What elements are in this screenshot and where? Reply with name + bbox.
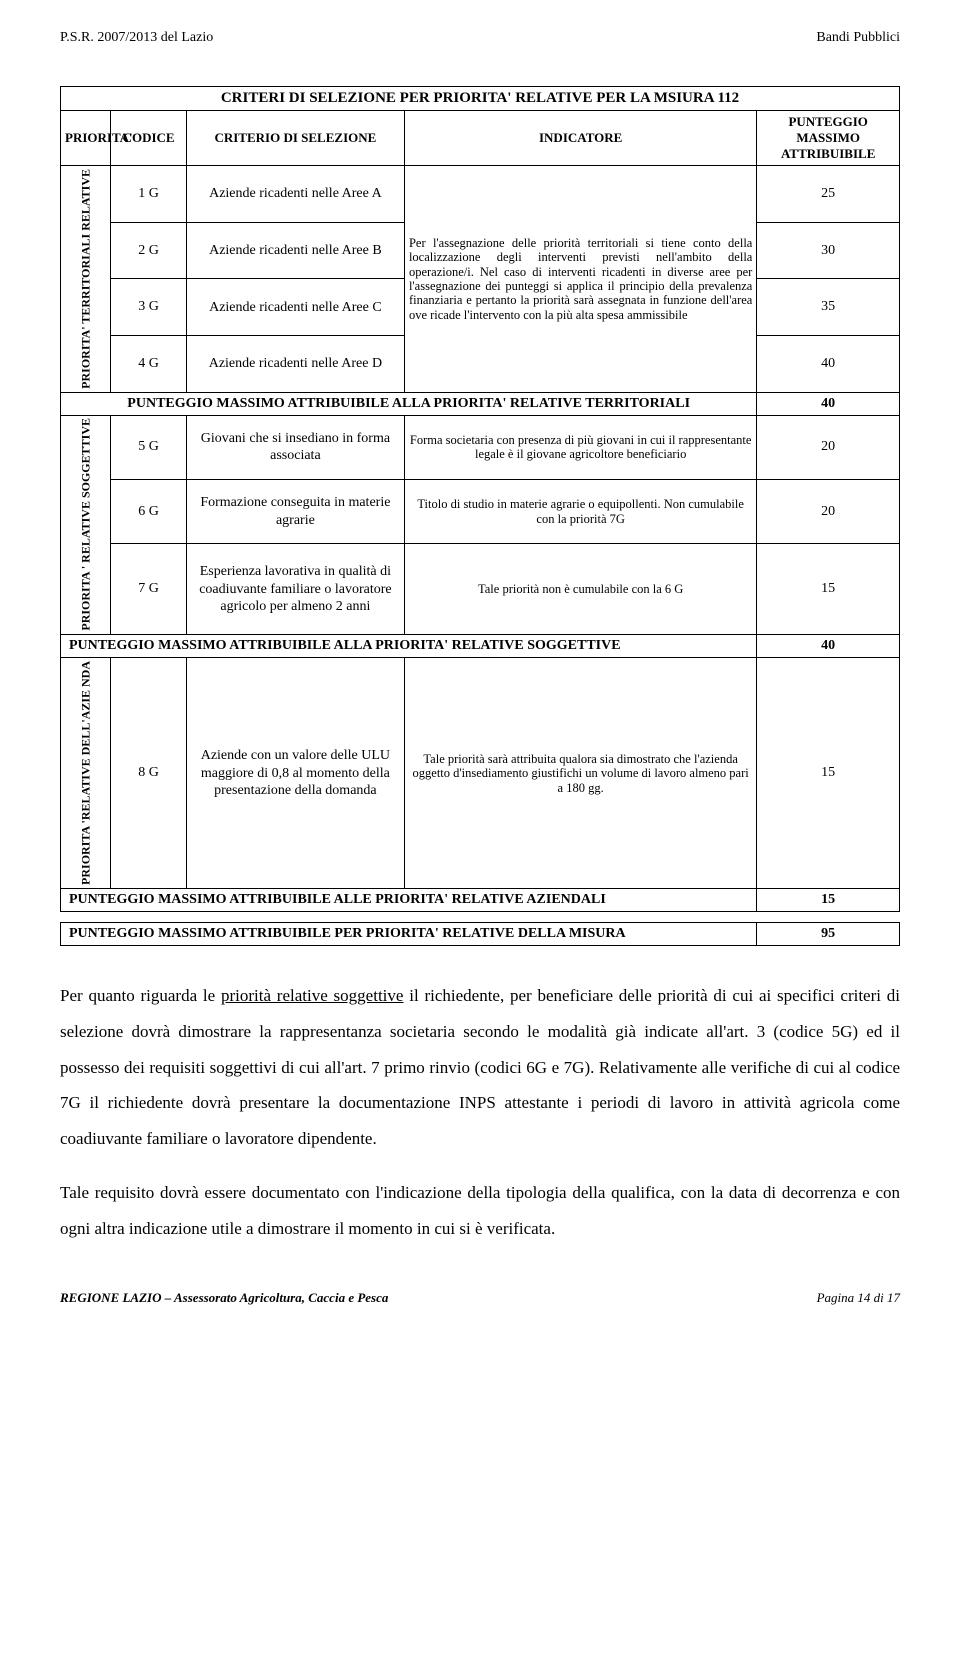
indicatore-cell: Tale priorità sarà attribuita qualora si… <box>404 658 756 889</box>
subtotal-soggettive: PUNTEGGIO MASSIMO ATTRIBUIBILE ALLA PRIO… <box>61 635 900 658</box>
table-row: 7 G Esperienza lavorativa in qualità di … <box>61 544 900 635</box>
code-cell: 8 G <box>111 658 187 889</box>
subtotal-label: PUNTEGGIO MASSIMO ATTRIBUIBILE ALLA PRIO… <box>61 392 757 415</box>
paragraph-2: Tale requisito dovrà essere documentato … <box>60 1175 900 1246</box>
group-aziendali-label: PRIORITA 'RELATIVE DELL'AZIE NDA <box>61 658 111 889</box>
crit-cell: Giovani che si insediano in forma associ… <box>186 415 404 479</box>
subtotal-aziendali: PUNTEGGIO MASSIMO ATTRIBUIBILE ALLE PRIO… <box>61 889 900 912</box>
crit-cell: Aziende con un valore delle ULU maggiore… <box>186 658 404 889</box>
paragraph-1: Per quanto riguarda le priorità relative… <box>60 978 900 1156</box>
para1-b: il richiedente, per beneficiare delle pr… <box>60 986 900 1148</box>
pts-cell: 25 <box>757 166 900 223</box>
footer-left: REGIONE LAZIO – Assessorato Agricoltura,… <box>60 1290 388 1306</box>
para1-underlined: priorità relative soggettive <box>221 986 403 1005</box>
code-cell: 7 G <box>111 544 187 635</box>
col-indicatore: INDICATORE <box>404 111 756 166</box>
criteria-table: CRITERI DI SELEZIONE PER PRIORITA' RELAT… <box>60 86 900 912</box>
crit-cell: Esperienza lavorativa in qualità di coad… <box>186 544 404 635</box>
col-priorita: PRIORITA' <box>61 111 111 166</box>
total-pts: 95 <box>757 923 900 946</box>
footer-right: Pagina 14 di 17 <box>817 1290 900 1306</box>
group-soggettive-label: PRIORITA ' RELATIVE SOGGETTIVE <box>61 415 111 635</box>
subtotal-pts: 40 <box>757 635 900 658</box>
page-header: P.S.R. 2007/2013 del Lazio Bandi Pubblic… <box>60 30 900 46</box>
pts-cell: 35 <box>757 279 900 336</box>
pts-cell: 15 <box>757 544 900 635</box>
indicatore-cell: Titolo di studio in materie agrarie o eq… <box>404 480 756 544</box>
code-cell: 2 G <box>111 222 187 279</box>
page-footer: REGIONE LAZIO – Assessorato Agricoltura,… <box>60 1290 900 1306</box>
table-row: PRIORITA 'RELATIVE DELL'AZIE NDA 8 G Azi… <box>61 658 900 889</box>
code-cell: 5 G <box>111 415 187 479</box>
indicatore-cell: Tale priorità non è cumulabile con la 6 … <box>404 544 756 635</box>
crit-cell: Aziende ricadenti nelle Aree B <box>186 222 404 279</box>
total-label: PUNTEGGIO MASSIMO ATTRIBUIBILE PER PRIOR… <box>61 923 757 946</box>
code-cell: 1 G <box>111 166 187 223</box>
header-right: Bandi Pubblici <box>816 30 900 46</box>
pts-cell: 20 <box>757 415 900 479</box>
col-codice: CODICE <box>111 111 187 166</box>
total-table: PUNTEGGIO MASSIMO ATTRIBUIBILE PER PRIOR… <box>60 922 900 946</box>
pts-cell: 30 <box>757 222 900 279</box>
group-territoriali-label: PRIORITA' TERRITORIALI RELATIVE <box>61 166 111 393</box>
subtotal-pts: 15 <box>757 889 900 912</box>
crit-cell: Aziende ricadenti nelle Aree A <box>186 166 404 223</box>
col-punteggio: PUNTEGGIO MASSIMO ATTRIBUIBILE <box>757 111 900 166</box>
total-row: PUNTEGGIO MASSIMO ATTRIBUIBILE PER PRIOR… <box>61 923 900 946</box>
table-title-row: CRITERI DI SELEZIONE PER PRIORITA' RELAT… <box>61 87 900 111</box>
header-left: P.S.R. 2007/2013 del Lazio <box>60 30 213 46</box>
table-row: PRIORITA ' RELATIVE SOGGETTIVE 5 G Giova… <box>61 415 900 479</box>
subtotal-pts: 40 <box>757 392 900 415</box>
body-paragraphs: Per quanto riguarda le priorità relative… <box>60 978 900 1246</box>
code-cell: 3 G <box>111 279 187 336</box>
table-header-row: PRIORITA' CODICE CRITERIO DI SELEZIONE I… <box>61 111 900 166</box>
table-title: CRITERI DI SELEZIONE PER PRIORITA' RELAT… <box>61 87 900 111</box>
code-cell: 4 G <box>111 336 187 393</box>
subtotal-label: PUNTEGGIO MASSIMO ATTRIBUIBILE ALLE PRIO… <box>61 889 757 912</box>
table-row: PRIORITA' TERRITORIALI RELATIVE 1 G Azie… <box>61 166 900 223</box>
pts-cell: 20 <box>757 480 900 544</box>
subtotal-territoriali: PUNTEGGIO MASSIMO ATTRIBUIBILE ALLA PRIO… <box>61 392 900 415</box>
subtotal-label: PUNTEGGIO MASSIMO ATTRIBUIBILE ALLA PRIO… <box>61 635 757 658</box>
col-criterio: CRITERIO DI SELEZIONE <box>186 111 404 166</box>
indicatore-territoriali: Per l'assegnazione delle priorità territ… <box>404 166 756 393</box>
crit-cell: Formazione conseguita in materie agrarie <box>186 480 404 544</box>
para1-a: Per quanto riguarda le <box>60 986 221 1005</box>
pts-cell: 40 <box>757 336 900 393</box>
crit-cell: Aziende ricadenti nelle Aree C <box>186 279 404 336</box>
table-row: 6 G Formazione conseguita in materie agr… <box>61 480 900 544</box>
crit-cell: Aziende ricadenti nelle Aree D <box>186 336 404 393</box>
indicatore-cell: Forma societaria con presenza di più gio… <box>404 415 756 479</box>
pts-cell: 15 <box>757 658 900 889</box>
code-cell: 6 G <box>111 480 187 544</box>
